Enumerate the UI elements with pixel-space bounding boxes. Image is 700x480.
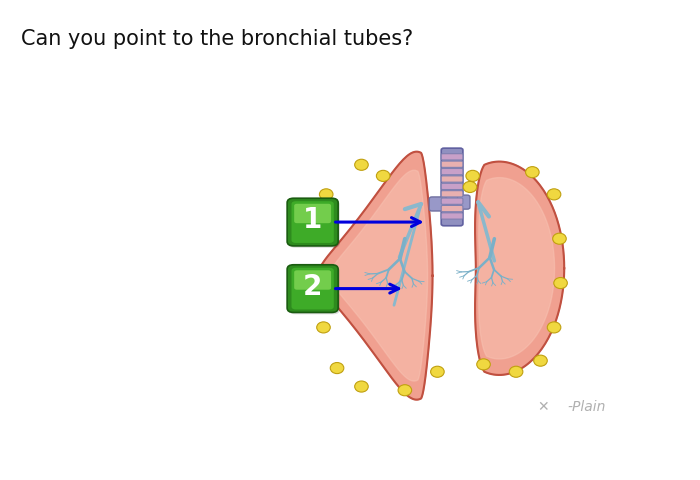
Ellipse shape: [466, 170, 480, 181]
Polygon shape: [330, 170, 428, 381]
Text: 1: 1: [303, 206, 322, 234]
FancyBboxPatch shape: [441, 176, 463, 182]
FancyBboxPatch shape: [441, 205, 463, 212]
FancyBboxPatch shape: [441, 168, 463, 175]
Text: Can you point to the bronchial tubes?: Can you point to the bronchial tubes?: [21, 29, 413, 49]
FancyBboxPatch shape: [289, 200, 340, 248]
FancyBboxPatch shape: [289, 266, 340, 314]
Ellipse shape: [314, 233, 328, 244]
FancyBboxPatch shape: [441, 154, 463, 160]
FancyBboxPatch shape: [287, 198, 338, 246]
FancyBboxPatch shape: [441, 191, 463, 197]
Text: -Plain: -Plain: [568, 400, 606, 414]
Text: ✕: ✕: [538, 400, 549, 414]
Ellipse shape: [319, 189, 333, 200]
Ellipse shape: [554, 277, 567, 288]
Text: 2: 2: [303, 273, 322, 301]
Ellipse shape: [526, 167, 539, 178]
Ellipse shape: [510, 366, 523, 377]
Ellipse shape: [430, 366, 444, 377]
FancyBboxPatch shape: [441, 213, 463, 219]
Ellipse shape: [398, 384, 412, 396]
Ellipse shape: [312, 277, 326, 288]
Polygon shape: [479, 178, 554, 359]
FancyBboxPatch shape: [429, 197, 447, 211]
Ellipse shape: [547, 189, 561, 200]
Ellipse shape: [553, 233, 566, 244]
Ellipse shape: [316, 322, 330, 333]
Ellipse shape: [355, 159, 368, 170]
Ellipse shape: [463, 181, 477, 192]
FancyBboxPatch shape: [294, 270, 331, 290]
FancyBboxPatch shape: [291, 201, 334, 243]
FancyBboxPatch shape: [287, 265, 338, 312]
FancyBboxPatch shape: [441, 148, 463, 226]
FancyBboxPatch shape: [294, 204, 331, 223]
Ellipse shape: [355, 381, 368, 392]
Polygon shape: [318, 152, 433, 400]
Ellipse shape: [330, 362, 344, 373]
Ellipse shape: [547, 322, 561, 333]
Polygon shape: [475, 162, 564, 375]
Ellipse shape: [533, 355, 547, 366]
Ellipse shape: [477, 359, 490, 370]
FancyBboxPatch shape: [441, 183, 463, 190]
FancyBboxPatch shape: [441, 161, 463, 168]
FancyBboxPatch shape: [441, 198, 463, 204]
FancyBboxPatch shape: [291, 268, 334, 310]
FancyBboxPatch shape: [458, 195, 470, 209]
Ellipse shape: [377, 170, 390, 181]
